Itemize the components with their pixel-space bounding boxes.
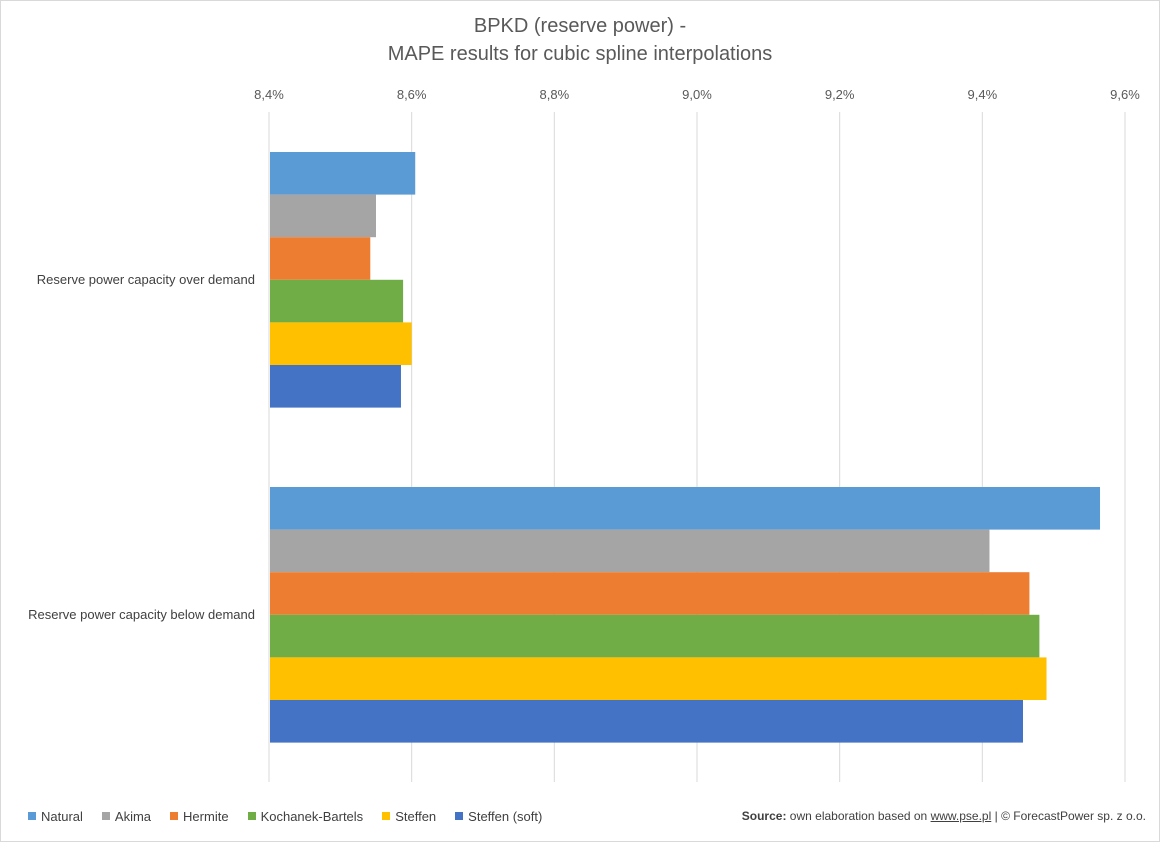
x-tick-label: 9,4% [968,87,998,102]
bars [270,152,1101,743]
bar [270,700,1023,743]
source-text: own elaboration based on [789,809,928,823]
legend-item: Hermite [170,809,229,824]
x-tick-label: 9,6% [1110,87,1140,102]
bar [270,322,412,365]
legend-swatch [101,812,110,820]
bar [270,657,1047,700]
legend-swatch [455,812,464,820]
legend: Natural Akima Hermite Kochanek-Bartels Steff… [28,806,542,826]
legend-swatch [28,812,36,820]
chart-title-line-1: BPKD (reserve power) - [473,15,687,37]
bar [270,572,1030,615]
category-label: Reserve power capacity over demand [37,272,255,287]
legend-label: Steffen (soft) [468,808,543,824]
bar [270,194,376,238]
legend-label: Kochanek-Bartels [260,808,364,824]
source-link[interactable]: www.pse.pl [930,809,992,823]
bar [270,487,1101,530]
legend-swatch [170,812,179,820]
source-separator: | [994,809,998,823]
legend-label: Akima [114,808,152,824]
bar [270,365,401,408]
x-tick-label: 9,0% [682,87,712,102]
legend-label: Natural [41,808,83,824]
bar [270,279,404,323]
chart-title-line-2: MAPE results for cubic spline interpolat… [387,43,773,65]
bar [270,614,1040,658]
legend-item: Kochanek-Bartels [247,808,364,824]
legend-label: Steffen [395,808,437,824]
legend-item: Natural [28,809,83,824]
legend-item: Akima [101,808,152,824]
x-tick-label: 8,8% [540,87,570,102]
bar [270,152,416,195]
source-label: Source: [741,809,787,823]
category-labels: Reserve power capacity over demand Reserv… [28,272,255,622]
bar [270,237,371,280]
x-tick-label: 8,6% [397,87,427,102]
legend-swatch [247,812,256,820]
x-axis-tick-labels: 8,4% 8,6% 8,8% 9,0% 9,2% 9,4% 9,6% [254,87,1140,102]
category-label: Reserve power capacity below demand [28,607,255,622]
x-tick-label: 9,2% [825,87,855,102]
legend-item: Steffen [382,809,436,824]
legend-label: Hermite [183,808,229,824]
chart-title: BPKD (reserve power) - MAPE results for … [0,12,1160,68]
legend-swatch [382,812,391,820]
x-tick-label: 8,4% [254,87,284,102]
source-copyright: © ForecastPower sp. z o.o. [1001,809,1146,823]
source-note: Source: own elaboration based on www.pse… [742,806,1146,826]
bar [270,529,990,573]
legend-item: Steffen (soft) [455,809,542,824]
